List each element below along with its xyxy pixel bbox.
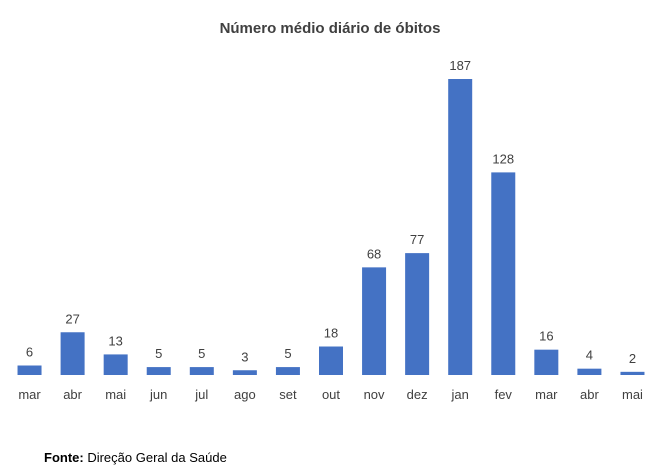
bar-9 <box>405 253 430 375</box>
bar-7 <box>319 346 343 375</box>
x-tick-label-3: jun <box>149 387 167 402</box>
data-label-12: 16 <box>539 329 553 344</box>
bar-8 <box>362 267 387 375</box>
data-label-0: 6 <box>26 345 33 360</box>
data-label-4: 5 <box>198 346 205 361</box>
x-tick-label-5: ago <box>234 387 256 402</box>
x-tick-label-4: jul <box>194 387 208 402</box>
x-tick-label-6: set <box>279 387 297 402</box>
x-tick-label-9: dez <box>407 387 428 402</box>
x-tick-label-2: mai <box>105 387 126 402</box>
data-label-10: 187 <box>449 58 471 73</box>
x-tick-label-13: abr <box>580 387 599 402</box>
data-label-7: 18 <box>324 326 338 341</box>
bar-3 <box>146 367 171 375</box>
data-label-13: 4 <box>586 348 593 363</box>
data-label-5: 3 <box>241 349 248 364</box>
x-tick-label-14: mai <box>622 387 643 402</box>
x-tick-label-11: fev <box>495 387 513 402</box>
x-tick-label-8: nov <box>364 387 385 402</box>
data-label-11: 128 <box>492 151 514 166</box>
bar-13 <box>577 368 602 375</box>
data-label-2: 13 <box>108 333 122 348</box>
chart-title: Número médio diário de óbitos <box>219 20 441 37</box>
bar-12 <box>534 349 559 375</box>
bar-11 <box>491 172 516 375</box>
data-label-14: 2 <box>629 351 636 366</box>
bar-0 <box>17 365 42 375</box>
x-tick-label-12: mar <box>535 387 558 402</box>
x-tick-label-0: mar <box>18 387 41 402</box>
bar-5 <box>232 370 257 375</box>
bar-6 <box>275 367 300 375</box>
x-tick-label-1: abr <box>63 387 82 402</box>
x-tick-label-7: out <box>322 387 340 402</box>
source-text: Direção Geral da Saúde <box>83 450 227 465</box>
bar-2 <box>103 354 128 375</box>
data-label-6: 5 <box>284 346 291 361</box>
data-label-8: 68 <box>367 246 381 261</box>
x-tick-label-10: jan <box>451 387 469 402</box>
bar-1 <box>60 332 85 375</box>
data-label-1: 27 <box>65 311 79 326</box>
bar-14 <box>620 371 645 375</box>
data-label-3: 5 <box>155 346 162 361</box>
data-label-9: 77 <box>410 232 424 247</box>
source-note: Fonte: Direção Geral da Saúde <box>44 450 227 465</box>
bar-4 <box>189 367 214 375</box>
bar-10 <box>448 79 473 375</box>
source-prefix: Fonte: <box>44 450 84 465</box>
